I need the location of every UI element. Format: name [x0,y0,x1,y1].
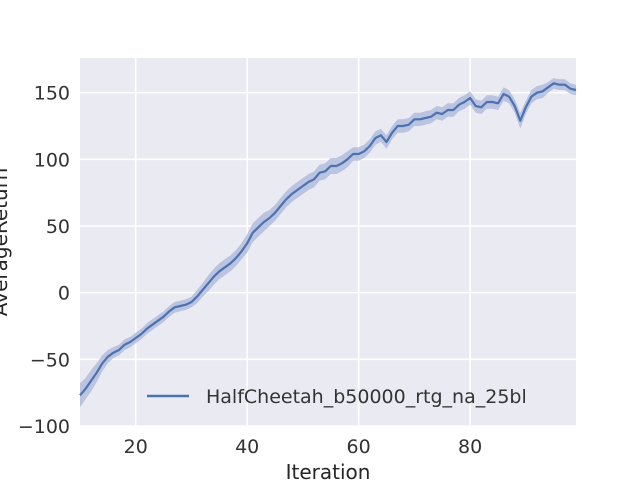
x-tick-label: 80 [458,436,482,458]
grid [80,58,576,427]
y-tick-label: 0 [58,283,70,305]
x-tick-label: 40 [235,436,259,458]
x-tick-label: 20 [124,436,148,458]
y-tick-label: −50 [30,349,70,371]
y-tick-label: 100 [34,149,70,171]
plot-background [80,58,576,426]
x-axis: 20 40 60 80 [124,436,483,458]
x-tick-label: 60 [347,436,371,458]
legend: HalfCheetah_b50000_rtg_na_25bl [147,386,527,408]
confidence-band [80,78,576,408]
y-tick-label: 150 [34,83,70,105]
series-line [79,82,577,397]
legend-label: HalfCheetah_b50000_rtg_na_25bl [206,386,527,408]
y-axis-label: AverageReturn [0,168,12,317]
y-axis: −100 −50 0 50 100 150 [18,83,70,438]
x-axis-label: Iteration [286,460,371,480]
data-layer [79,78,577,408]
y-tick-label: −100 [18,416,70,438]
y-tick-label: 50 [46,216,70,238]
